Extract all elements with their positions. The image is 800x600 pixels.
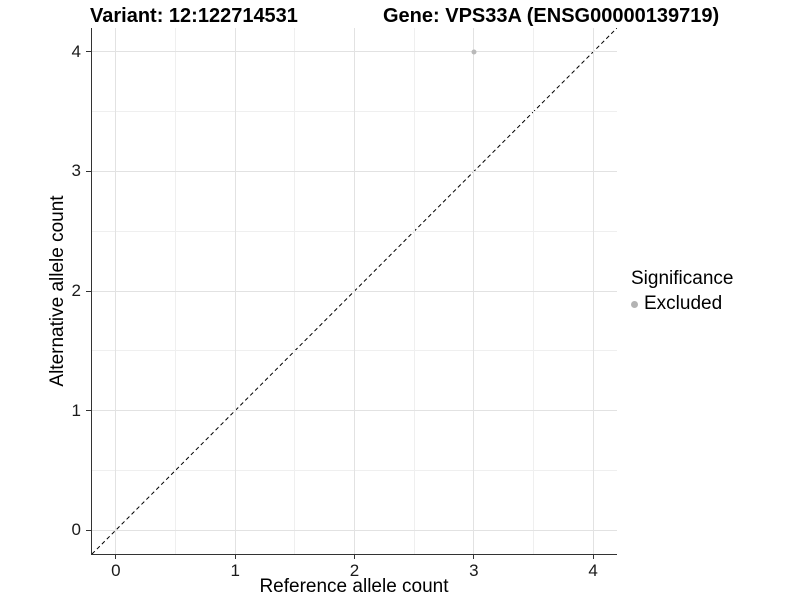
y-axis-title: Alternative allele count [47,195,68,387]
x-tick-mark [234,554,236,559]
legend-item-excluded: Excluded [631,294,733,314]
y-tick-mark [86,290,91,292]
y-tick-mark [86,170,91,172]
y-tick-mark [86,529,91,531]
y-gridline-major [92,529,617,531]
data-point [471,49,477,55]
x-axis-title: Reference allele count [259,576,449,597]
y-gridline-major [92,290,617,292]
y-tick-label: 4 [71,41,81,61]
x-tick-mark [473,554,475,559]
y-gridline-major [92,410,617,412]
y-tick-label: 2 [71,281,81,300]
x-tick-mark [115,554,117,559]
x-tick-mark [354,554,355,559]
x-tick-label: 3 [469,561,479,580]
plot-title-gene: Gene: VPS33A (ENSG00000139719) [383,5,720,27]
x-tick-mark [592,554,594,559]
y-tick-label: 1 [71,400,81,420]
legend: Significance Excluded [631,268,733,314]
legend-title: Significance [631,268,734,289]
y-tick-label: 0 [71,520,81,540]
legend-item-label: Excluded [644,293,723,314]
y-gridline-major [92,51,617,53]
x-tick-label: 1 [230,561,240,580]
x-tick-label: 2 [349,561,360,580]
excluded-point-icon [631,300,638,308]
x-tick-label: 0 [111,561,121,580]
y-tick-label: 3 [71,161,81,181]
y-tick-mark [86,51,91,53]
plot-title-variant: Variant: 12:122714531 [90,5,298,27]
x-tick-label: 4 [588,561,598,580]
y-gridline-major [92,170,617,172]
plot-panel: 0 1 2 3 4 0 1 2 3 4 [72,28,617,580]
y-tick-mark [86,410,91,412]
